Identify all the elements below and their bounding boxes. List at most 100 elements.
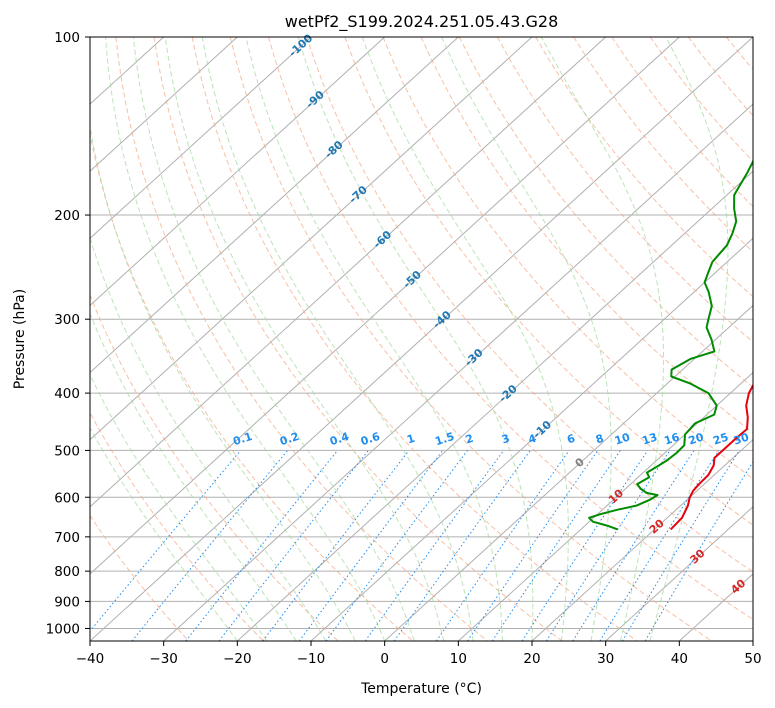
isotherm-line xyxy=(752,640,753,641)
x-tick-label: −40 xyxy=(76,651,105,667)
x-tick-label: 30 xyxy=(597,651,614,667)
isotherm-line xyxy=(90,37,680,575)
dry-adiabat xyxy=(344,37,753,526)
y-tick-label: 300 xyxy=(54,312,80,328)
plot-frame xyxy=(89,36,754,642)
x-tick-label: 10 xyxy=(450,651,467,667)
isotherm-line xyxy=(90,37,238,172)
moist-adiabat xyxy=(90,312,297,641)
mixing-ratio-line xyxy=(325,450,468,641)
moist-adiabat xyxy=(245,37,503,641)
isotherm-line xyxy=(236,170,753,641)
y-tick-label: 100 xyxy=(54,30,80,46)
dry-adiabat xyxy=(765,37,775,641)
isotherm-line xyxy=(384,304,753,641)
mixing-ratio-line xyxy=(262,450,410,641)
mixing-ratio-line xyxy=(621,450,740,641)
isotherm-line xyxy=(457,371,753,641)
dry-adiabat xyxy=(496,37,753,343)
moist-adiabat xyxy=(201,37,474,641)
moist-adiabat xyxy=(441,37,612,641)
mixing-ratio-label: 30 xyxy=(732,430,751,447)
y-axis: 100 200 300 400 500 600 700 800 900 1000 xyxy=(46,30,90,637)
dry-adiabat xyxy=(90,131,414,641)
mixing-ratio-label: 0.4 xyxy=(328,430,351,448)
moist-adiabat xyxy=(90,236,327,641)
mixing-ratio-line xyxy=(185,450,338,641)
moist-adiabat xyxy=(649,37,729,641)
mixing-ratio-label: 4 xyxy=(527,432,539,447)
x-tick-label: −10 xyxy=(297,651,326,667)
mixing-ratio-label: 3 xyxy=(500,432,511,447)
mixing-ratio-line xyxy=(467,450,599,641)
moist-adiabat xyxy=(132,37,415,641)
mixing-ratio-label: 2 xyxy=(464,432,475,447)
x-tick-label: 40 xyxy=(671,651,688,667)
y-tick-label: 800 xyxy=(54,564,80,580)
mixing-ratio-line xyxy=(435,450,570,641)
mixing-ratio-label: 16 xyxy=(663,430,682,447)
moist-adiabat xyxy=(361,37,569,641)
mixing-ratio-line xyxy=(90,450,242,632)
isotherm-line xyxy=(605,506,753,641)
x-axis: −40 −30 −20 −10 0 10 20 30 40 50 xyxy=(76,641,762,667)
dry-adiabat xyxy=(535,37,753,298)
x-axis-label: Temperature (°C) xyxy=(360,681,482,697)
y-tick-label: 900 xyxy=(54,594,80,610)
mixing-ratio-line xyxy=(131,450,288,641)
dry-adiabat xyxy=(90,514,190,641)
dewpoint-profile xyxy=(588,159,753,531)
x-tick-label: −20 xyxy=(223,651,252,667)
mixing-ratio-label: 1.5 xyxy=(433,430,456,448)
y-tick-label: 400 xyxy=(54,386,80,402)
mixing-ratio-label: 1 xyxy=(405,432,416,447)
y-axis-label: Pressure (hPa) xyxy=(12,289,28,389)
mixing-ratio-label: 8 xyxy=(594,432,605,447)
mixing-ratio-line xyxy=(572,450,695,641)
isotherm-line xyxy=(90,37,533,441)
x-tick-label: 20 xyxy=(523,651,540,667)
mixing-ratio-line xyxy=(393,450,531,641)
y-tick-label: 700 xyxy=(54,530,80,546)
dry-adiabat xyxy=(191,37,638,641)
mixing-ratio-line xyxy=(364,450,505,641)
y-tick-label: 500 xyxy=(54,443,80,459)
dry-adiabat xyxy=(382,37,753,480)
mixing-ratio-label: 13 xyxy=(640,431,659,448)
isotherm-line xyxy=(90,37,459,374)
mixing-ratio-label: 0.1 xyxy=(231,430,254,448)
background-lines xyxy=(90,37,775,641)
mixing-ratio-line xyxy=(298,450,444,641)
y-tick-label: 200 xyxy=(54,208,80,224)
moist-adiabat xyxy=(164,37,445,641)
dry-adiabat xyxy=(306,37,753,573)
moist-adiabat xyxy=(90,373,268,641)
isotherm-line xyxy=(90,37,312,240)
moist-adiabat xyxy=(297,37,534,641)
dry-adiabat xyxy=(268,37,753,621)
x-tick-label: 50 xyxy=(744,651,761,667)
mixing-ratio-label: 10 xyxy=(613,430,632,447)
isotherm-line xyxy=(531,438,753,641)
dry-adiabat xyxy=(229,37,712,641)
dry-adiabat xyxy=(90,411,264,641)
data-layer xyxy=(588,159,753,531)
dry-adiabat xyxy=(153,37,563,641)
y-tick-label: 600 xyxy=(54,490,80,506)
chart-title: wetPf2_S199.2024.251.05.43.G28 xyxy=(285,12,559,32)
mixing-ratio-label: 25 xyxy=(711,431,730,448)
isotherm-line xyxy=(90,37,386,307)
mixing-ratio-line xyxy=(491,450,621,641)
mixing-ratio-label: 0.6 xyxy=(359,430,382,448)
mixing-ratio-label: 20 xyxy=(687,430,706,447)
isotherm-line xyxy=(163,103,753,641)
moist-adiabat xyxy=(90,123,356,641)
y-tick-label: 1000 xyxy=(46,621,80,637)
mixing-ratio-line xyxy=(521,450,649,641)
mixing-ratio-label: 6 xyxy=(565,432,577,447)
moist-adiabat xyxy=(540,37,664,641)
isotherm-line xyxy=(90,37,753,641)
isotherm-line xyxy=(90,37,607,508)
x-tick-label: −30 xyxy=(149,651,178,667)
